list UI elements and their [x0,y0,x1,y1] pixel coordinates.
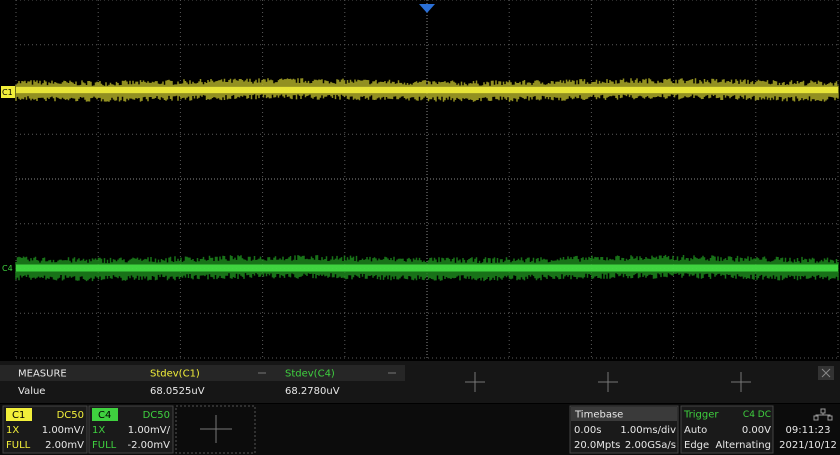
trigger-position-marker [419,4,435,13]
timebase-header [571,407,677,421]
timebase-memory: 20.0Mpts [574,440,620,451]
c4-marker-label: C4 [2,264,13,273]
measure-value: 68.2780uV [285,386,340,397]
c1-coupling: DC50 [57,410,84,421]
timebase-scale: 1.00ms/div [620,425,676,436]
c4-tag [92,408,118,421]
trigger-source: C4 DC [743,410,771,420]
c1-tag [6,408,32,421]
trigger-title: Trigger [683,410,719,421]
close-icon [821,368,831,378]
c1-bandwidth: FULL [6,440,31,451]
trace-core [16,264,838,272]
add-channel-slot[interactable] [175,405,256,454]
timebase-title: Timebase [574,410,623,421]
add-icon [200,415,232,443]
clock-date: 2021/10/12 [779,440,837,451]
trigger-box[interactable] [680,405,774,454]
measure-title: MEASURE [18,369,67,380]
timebase-sample-rate: 2.00GSa/s [625,440,676,451]
trigger-type: Edge [684,440,709,451]
measure-row-label: Value [18,386,45,397]
c1-offset: 2.00mV [45,440,84,451]
trace-core [16,86,838,94]
c4-bandwidth: FULL [92,440,117,451]
c4-coupling: DC50 [143,410,170,421]
c1-marker-label: C1 [2,88,13,97]
c1-probe: 1X [6,425,19,436]
network-icon [813,408,833,421]
waveforms [15,78,839,282]
measure-value: 68.0525uV [150,386,205,397]
trigger-slope: Alternating [716,440,771,451]
c4-scale: 1.00mV/ [128,425,171,436]
c1-name: C1 [12,410,25,421]
trigger-level: 0.00V [742,425,771,436]
measure-name[interactable]: Stdev(C4) [285,369,335,380]
measure-name[interactable]: Stdev(C1) [150,369,200,380]
measure-header [0,365,405,381]
c1-scale: 1.00mV/ [42,425,85,436]
add-measure-slots[interactable] [465,372,751,392]
clock-time: 09:11:23 [786,425,831,436]
trigger-mode: Auto [684,425,707,436]
c4-name: C4 [98,410,111,421]
c1-marker [1,86,15,98]
c4-probe: 1X [92,425,105,436]
c4-offset: -2.00mV [128,440,171,451]
timebase-delay: 0.00s [574,425,601,436]
